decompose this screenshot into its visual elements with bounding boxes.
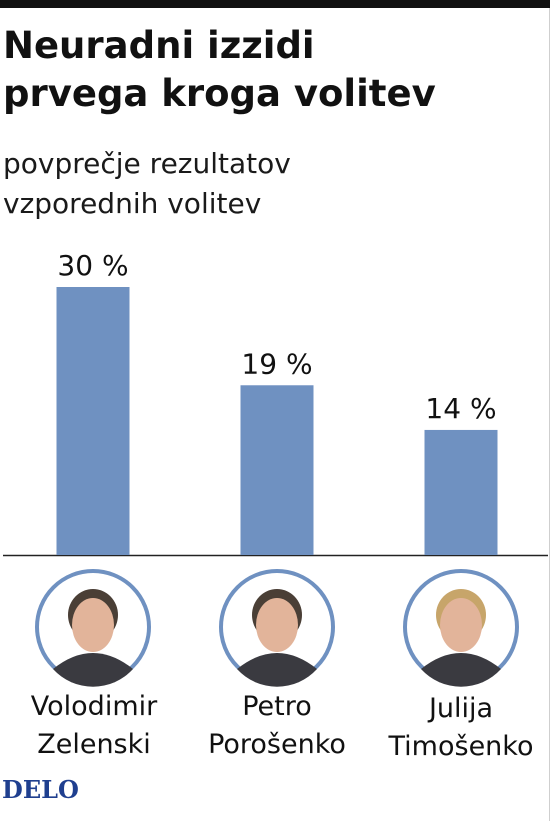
top-rule xyxy=(0,0,550,8)
data-label-timosenko: 14 % xyxy=(425,392,496,425)
person-shoulders xyxy=(53,653,133,687)
subtitle-line-1: povprečje rezultatov xyxy=(3,147,291,180)
delo-logo: DELO xyxy=(2,775,79,804)
data-label-porosenko: 19 % xyxy=(241,347,312,380)
person-shoulders xyxy=(237,653,317,687)
subtitle-line-2: vzporednih volitev xyxy=(3,187,262,220)
portrait-porosenko xyxy=(219,569,335,687)
candidate-first-name: Volodimir xyxy=(30,691,158,722)
candidate-name-timosenko: Julija Timošenko xyxy=(371,690,550,766)
portrait-timosenko xyxy=(403,569,519,687)
person-face xyxy=(440,598,482,652)
candidate-first-name: Petro xyxy=(242,691,312,722)
person-face xyxy=(256,598,298,652)
candidate-last-name: Timošenko xyxy=(388,731,534,762)
bar-zelenski xyxy=(56,287,130,555)
candidate-name-zelenski: Volodimir Zelenski xyxy=(4,688,184,764)
person-shoulders xyxy=(421,653,501,687)
person-face xyxy=(72,598,114,652)
chart-title: Neuradni izzidi prvega kroga volitev xyxy=(3,22,543,118)
chart-subtitle: povprečje rezultatov vzporednih volitev xyxy=(3,144,543,224)
title-line-2: prvega kroga volitev xyxy=(3,72,436,115)
candidate-name-porosenko: Petro Porošenko xyxy=(187,688,367,764)
portrait-zelenski xyxy=(35,569,151,687)
candidate-last-name: Porošenko xyxy=(208,729,346,760)
candidate-first-name: Julija xyxy=(428,693,494,724)
bar-timosenko xyxy=(424,429,498,555)
bar-porosenko xyxy=(240,385,314,555)
title-line-1: Neuradni izzidi xyxy=(3,24,315,67)
candidate-last-name: Zelenski xyxy=(37,729,151,760)
data-label-zelenski: 30 % xyxy=(57,249,128,282)
